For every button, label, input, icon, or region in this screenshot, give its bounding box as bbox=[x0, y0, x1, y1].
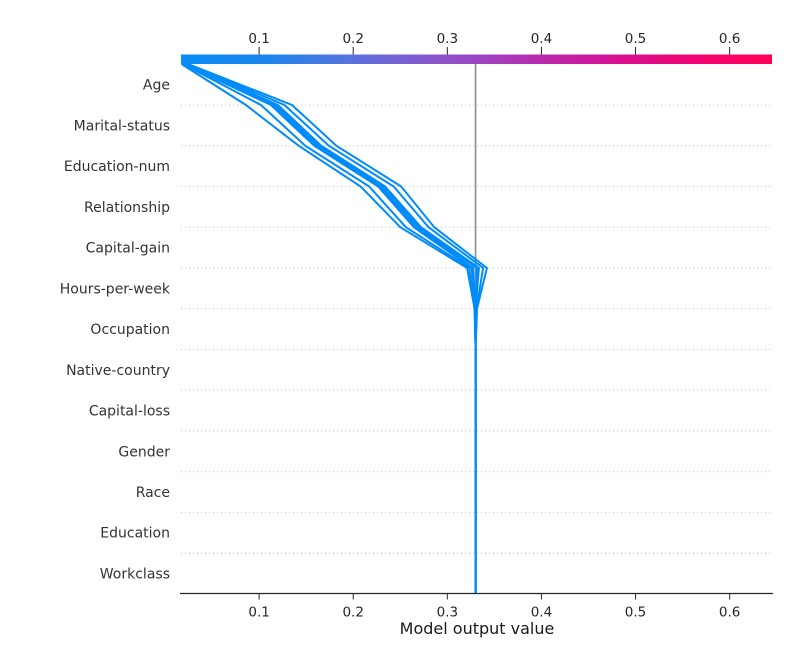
bottom-tick-label: 0.2 bbox=[342, 605, 363, 621]
decision-path bbox=[187, 63, 489, 594]
feature-label: Capital-loss bbox=[89, 404, 170, 420]
decision-path bbox=[182, 63, 477, 594]
top-tick-label: 0.1 bbox=[248, 31, 269, 47]
feature-label: Marital-status bbox=[74, 118, 170, 134]
decision-path bbox=[184, 63, 480, 594]
decision-path bbox=[180, 63, 477, 594]
top-tick-label: 0.5 bbox=[625, 31, 646, 47]
decision-path bbox=[183, 63, 477, 594]
feature-label: Education-num bbox=[64, 159, 170, 175]
gridlines-group bbox=[181, 104, 772, 554]
x-axis-title: Model output value bbox=[400, 619, 555, 638]
top-tick-label: 0.3 bbox=[437, 31, 458, 47]
feature-label: Education bbox=[100, 526, 170, 542]
top-tick-label: 0.6 bbox=[719, 31, 740, 47]
feature-labels-group: Age Marital-status Education-num Relationsh… bbox=[60, 78, 171, 583]
feature-label: Occupation bbox=[90, 322, 170, 338]
bottom-tick-label: 0.3 bbox=[437, 605, 458, 621]
colorbar bbox=[181, 54, 772, 64]
feature-label: Relationship bbox=[84, 200, 170, 216]
top-tick-label: 0.4 bbox=[531, 31, 552, 47]
feature-label: Workclass bbox=[100, 566, 170, 582]
bottom-axis: 0.1 0.2 0.3 0.4 0.5 0.6 bbox=[248, 593, 740, 621]
top-tick-label: 0.2 bbox=[342, 31, 363, 47]
bottom-tick-label: 0.5 bbox=[625, 605, 646, 621]
feature-label: Hours-per-week bbox=[60, 281, 171, 297]
decision-paths-group bbox=[180, 63, 489, 594]
bottom-tick-label: 0.6 bbox=[719, 605, 740, 621]
feature-label: Capital-gain bbox=[86, 241, 170, 257]
decision-path bbox=[183, 63, 477, 594]
feature-label: Race bbox=[136, 485, 170, 501]
bottom-tick-label: 0.4 bbox=[531, 605, 552, 621]
feature-label: Gender bbox=[118, 444, 170, 460]
decision-path bbox=[184, 63, 479, 594]
feature-label: Age bbox=[143, 78, 170, 94]
top-axis: 0.1 0.2 0.3 0.4 0.5 0.6 bbox=[248, 31, 740, 55]
feature-label: Native-country bbox=[66, 363, 170, 379]
bottom-tick-label: 0.1 bbox=[248, 605, 269, 621]
